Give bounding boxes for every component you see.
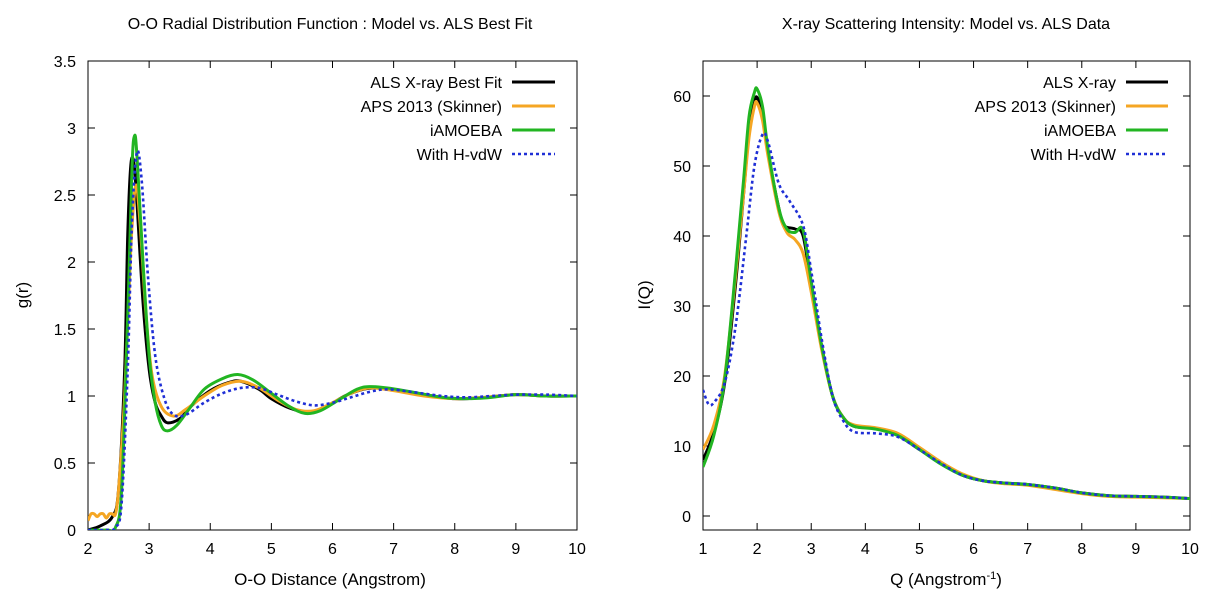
y-tick-label: 1 [67,389,76,406]
legend-label: With H-vdW [1031,147,1117,164]
y-tick-label: 0 [682,509,691,526]
series-line [703,86,1190,500]
x-tick-label: 7 [389,541,398,558]
series-line [88,183,577,522]
x-tick-label: 5 [915,541,924,558]
x-tick-label: 10 [1181,541,1199,558]
x-tick-label: 8 [450,541,459,558]
series-line [703,131,1190,500]
y-axis-label: I(Q) [635,280,654,309]
series-line [703,95,1190,500]
y-tick-label: 60 [673,89,691,106]
x-axis-label: O-O Distance (Angstrom) [234,570,426,589]
y-tick-label: 2 [67,255,76,272]
y-tick-label: 10 [673,439,691,456]
x-axis-label: Q (Angstrom-1) [890,570,1002,589]
y-tick-label: 50 [673,159,691,176]
x-tick-label: 9 [1131,541,1140,558]
legend-label: ALS X-ray [1043,75,1116,92]
x-tick-label: 3 [807,541,816,558]
x-tick-label: 4 [861,541,870,558]
x-tick-label: 4 [206,541,215,558]
x-tick-label: 7 [1023,541,1032,558]
x-tick-label: 2 [753,541,762,558]
x-tick-label: 3 [145,541,154,558]
y-tick-label: 40 [673,229,691,246]
series-line [703,100,1190,500]
chart-title: O-O Radial Distribution Function : Model… [128,16,533,33]
plot-frame [87,60,578,531]
x-tick-label: 6 [969,541,978,558]
x-tick-label: 5 [267,541,276,558]
legend-label: With H-vdW [417,147,503,164]
x-tick-label: 9 [511,541,520,558]
chart-title: X-ray Scattering Intensity: Model vs. AL… [782,16,1110,33]
legend-label: APS 2013 (Skinner) [975,99,1116,116]
legend-label: iAMOEBA [1044,123,1116,140]
x-axis-label-superscript: -1 [986,570,996,582]
chart-rdf: O-O Radial Distribution Function : Model… [13,16,586,589]
y-tick-label: 0 [67,523,76,540]
legend-label: ALS X-ray Best Fit [370,75,502,92]
y-tick-label: 20 [673,369,691,386]
x-tick-label: 10 [568,541,586,558]
chart-intensity: X-ray Scattering Intensity: Model vs. AL… [635,16,1199,589]
x-tick-label: 1 [699,541,708,558]
x-axis-label-suffix: ) [996,570,1002,589]
legend-label: iAMOEBA [430,123,502,140]
x-tick-label: 8 [1077,541,1086,558]
x-tick-label: 2 [84,541,93,558]
y-axis-label: g(r) [13,282,32,308]
x-axis-label-main: Q (Angstrom [890,570,986,589]
y-tick-label: 0.5 [54,456,76,473]
y-tick-label: 1.5 [54,322,76,339]
y-tick-label: 3 [67,121,76,138]
series-line [88,149,577,530]
plot-frame [702,60,1191,531]
y-tick-label: 3.5 [54,54,76,71]
y-tick-label: 30 [673,299,691,316]
series-line [88,133,577,530]
legend-label: APS 2013 (Skinner) [361,99,502,116]
series-line [88,155,577,530]
x-tick-label: 6 [328,541,337,558]
y-tick-label: 2.5 [54,188,76,205]
